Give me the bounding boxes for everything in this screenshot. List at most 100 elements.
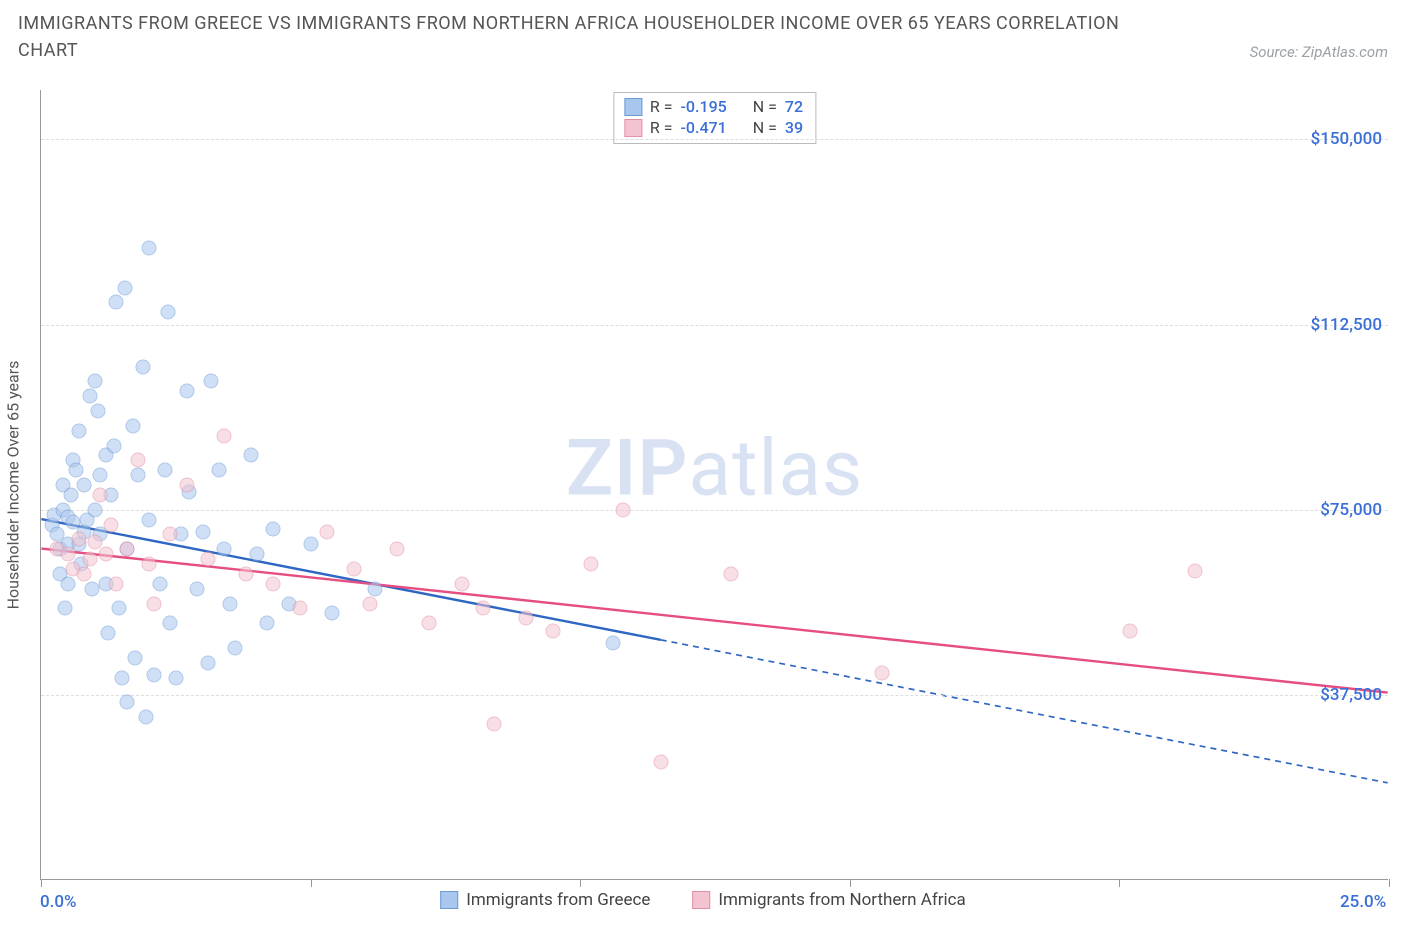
data-point — [125, 418, 140, 433]
data-point — [93, 487, 108, 502]
data-point — [179, 384, 194, 399]
data-point — [325, 606, 340, 621]
data-point — [109, 576, 124, 591]
x-tick-label: 0.0% — [40, 892, 77, 912]
data-point — [141, 512, 156, 527]
data-point — [60, 547, 75, 562]
x-tick — [311, 879, 312, 887]
data-point — [222, 596, 237, 611]
data-point — [190, 581, 205, 596]
data-point — [163, 616, 178, 631]
chart-title: IMMIGRANTS FROM GREECE VS IMMIGRANTS FRO… — [18, 10, 1138, 64]
data-point — [362, 596, 377, 611]
x-tick — [580, 879, 581, 887]
data-point — [875, 665, 890, 680]
data-point — [1123, 623, 1138, 638]
y-axis-title: Householder Income Over 65 years — [4, 360, 23, 609]
data-point — [583, 557, 598, 572]
n-value: 72 — [785, 97, 803, 118]
data-point — [90, 403, 105, 418]
data-point — [201, 552, 216, 567]
data-point — [476, 601, 491, 616]
data-point — [724, 566, 739, 581]
data-point — [422, 616, 437, 631]
data-point — [60, 576, 75, 591]
data-point — [114, 670, 129, 685]
data-point — [71, 423, 86, 438]
legend-swatch — [624, 98, 642, 116]
legend-item: Immigrants from Northern Africa — [692, 890, 965, 910]
data-point — [147, 668, 162, 683]
data-point — [109, 295, 124, 310]
data-point — [87, 374, 102, 389]
data-point — [152, 576, 167, 591]
y-tick-label: $150,000 — [1311, 129, 1382, 149]
data-point — [63, 487, 78, 502]
data-point — [486, 717, 501, 732]
gridline — [41, 325, 1388, 326]
data-point — [303, 537, 318, 552]
data-point — [158, 463, 173, 478]
chart-header: IMMIGRANTS FROM GREECE VS IMMIGRANTS FRO… — [18, 10, 1388, 64]
scatter-chart: Householder Income Over 65 years ZIPatla… — [40, 90, 1388, 880]
data-point — [147, 596, 162, 611]
data-point — [69, 463, 84, 478]
y-tick-label: $112,500 — [1311, 315, 1382, 335]
n-label: N = — [753, 97, 777, 118]
data-point — [228, 640, 243, 655]
x-tick-label: 25.0% — [1340, 892, 1386, 912]
data-point — [217, 428, 232, 443]
data-point — [131, 468, 146, 483]
data-point — [117, 280, 132, 295]
data-point — [201, 655, 216, 670]
data-point — [454, 576, 469, 591]
n-value: 39 — [785, 118, 803, 139]
data-point — [389, 542, 404, 557]
data-point — [179, 478, 194, 493]
x-tick — [1119, 879, 1120, 887]
trend-line-extension — [661, 640, 1388, 783]
data-point — [77, 566, 92, 581]
data-point — [368, 581, 383, 596]
data-point — [616, 502, 631, 517]
data-point — [120, 695, 135, 710]
data-point — [112, 601, 127, 616]
data-point — [519, 611, 534, 626]
data-point — [265, 522, 280, 537]
data-point — [77, 478, 92, 493]
data-point — [211, 463, 226, 478]
data-point — [244, 448, 259, 463]
data-point — [139, 710, 154, 725]
source-attribution: Source: ZipAtlas.com — [1250, 43, 1388, 61]
data-point — [71, 532, 86, 547]
gridline — [41, 695, 1388, 696]
data-point — [120, 542, 135, 557]
gridline — [41, 139, 1388, 140]
data-point — [260, 616, 275, 631]
data-point — [292, 601, 307, 616]
r-label: R = — [650, 97, 673, 118]
data-point — [136, 359, 151, 374]
legend-swatch — [440, 891, 458, 909]
data-point — [654, 754, 669, 769]
r-label: R = — [650, 118, 673, 139]
correlation-legend: R =-0.195N =72R =-0.471N =39 — [613, 92, 816, 144]
n-label: N = — [753, 118, 777, 139]
data-point — [168, 670, 183, 685]
data-point — [82, 389, 97, 404]
data-point — [265, 576, 280, 591]
data-point — [141, 241, 156, 256]
data-point — [141, 557, 156, 572]
data-point — [58, 601, 73, 616]
data-point — [605, 636, 620, 651]
data-point — [203, 374, 218, 389]
x-tick — [41, 879, 42, 887]
data-point — [546, 623, 561, 638]
x-tick — [850, 879, 851, 887]
y-tick-label: $37,500 — [1320, 685, 1382, 705]
data-point — [1187, 564, 1202, 579]
data-point — [131, 453, 146, 468]
trend-line — [41, 519, 660, 640]
data-point — [238, 566, 253, 581]
data-point — [87, 534, 102, 549]
